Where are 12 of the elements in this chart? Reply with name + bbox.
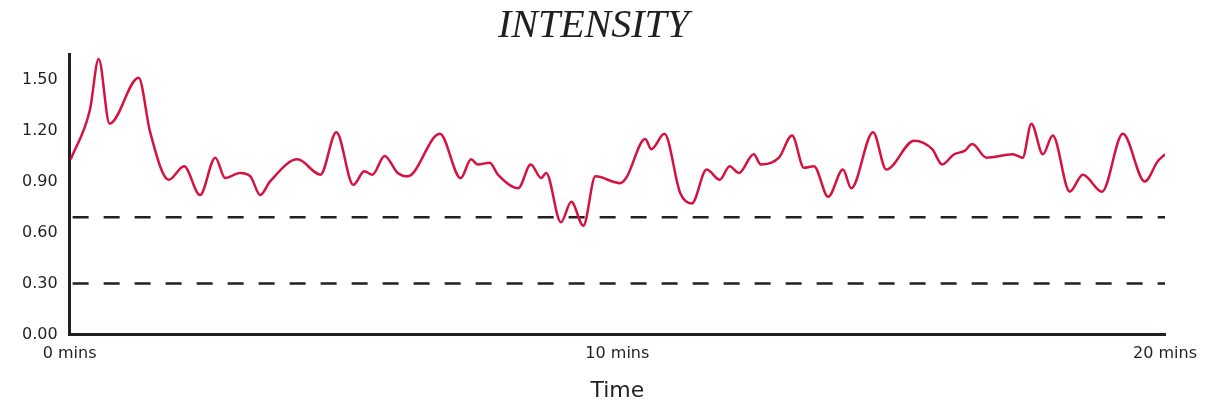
y-tick-label: 1.20	[22, 119, 58, 139]
y-tick-label: 1.50	[22, 68, 58, 88]
y-tick-label: 0.30	[22, 272, 58, 292]
x-tick-label: 10 mins	[585, 343, 650, 363]
line-series	[69, 57, 1166, 227]
y-tick-label: 0.60	[22, 221, 58, 241]
chart-title: INTENSITY	[496, 0, 693, 46]
x-tick-label: 20 mins	[1133, 343, 1197, 363]
y-tick-label: 0.00	[22, 323, 58, 343]
x-tick-label: 0 mins	[42, 343, 97, 363]
x-axis-title: Time	[589, 376, 645, 402]
y-tick-label: 0.90	[22, 170, 58, 190]
